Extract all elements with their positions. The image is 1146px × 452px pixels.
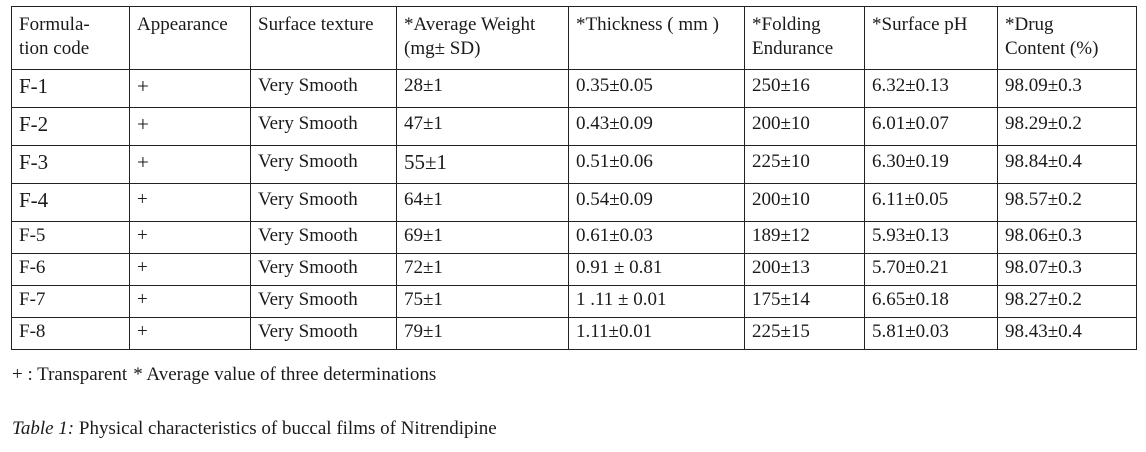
cell-appearance: + [129, 253, 251, 286]
caption-text: Physical characteristics of buccal films… [78, 418, 497, 439]
cell-thickness: 0.54±0.09 [568, 183, 745, 222]
cell-thickness: 0.91 ± 0.81 [568, 253, 745, 286]
cell-formulation-code: F-4 [11, 183, 130, 222]
cell-surface-ph: 5.93±0.13 [864, 221, 998, 254]
cell-appearance: + [129, 285, 251, 318]
cell-surface-texture: Very Smooth [250, 183, 397, 222]
cell-formulation-code: F-6 [11, 253, 130, 286]
header-appearance: Appearance [129, 6, 251, 70]
cell-folding-endurance: 225±10 [744, 145, 865, 184]
cell-average-weight: 69±1 [396, 221, 569, 254]
cell-thickness: 0.51±0.06 [568, 145, 745, 184]
cell-formulation-code: F-7 [11, 285, 130, 318]
cell-folding-endurance: 200±13 [744, 253, 865, 286]
cell-formulation-code: F-1 [11, 69, 130, 108]
cell-appearance: + [129, 145, 251, 184]
cell-folding-endurance: 225±15 [744, 317, 865, 350]
cell-surface-texture: Very Smooth [250, 285, 397, 318]
cell-thickness: 0.43±0.09 [568, 107, 745, 146]
cell-drug-content: 98.06±0.3 [997, 221, 1137, 254]
cell-folding-endurance: 200±10 [744, 107, 865, 146]
header-surface-texture: Surface texture [250, 6, 397, 70]
cell-folding-endurance: 200±10 [744, 183, 865, 222]
cell-surface-texture: Very Smooth [250, 221, 397, 254]
cell-folding-endurance: 175±14 [744, 285, 865, 318]
cell-drug-content: 98.27±0.2 [997, 285, 1137, 318]
caption-label: Table 1: [12, 418, 75, 439]
cell-surface-ph: 5.81±0.03 [864, 317, 998, 350]
cell-average-weight: 28±1 [396, 69, 569, 108]
footnote-average: * Average value of three determinations [133, 364, 437, 385]
cell-surface-texture: Very Smooth [250, 317, 397, 350]
cell-surface-ph: 6.11±0.05 [864, 183, 998, 222]
cell-average-weight: 64±1 [396, 183, 569, 222]
cell-drug-content: 98.29±0.2 [997, 107, 1137, 146]
cell-drug-content: 98.57±0.2 [997, 183, 1137, 222]
cell-thickness: 0.35±0.05 [568, 69, 745, 108]
cell-average-weight: 72±1 [396, 253, 569, 286]
cell-average-weight: 79±1 [396, 317, 569, 350]
cell-average-weight: 55±1 [396, 145, 569, 184]
table-row: F-1 + Very Smooth 28±1 0.35±0.05 250±16 … [11, 69, 1137, 108]
header-row: Formula-tion code Appearance Surface tex… [11, 6, 1137, 70]
cell-drug-content: 98.43±0.4 [997, 317, 1137, 350]
cell-thickness: 0.61±0.03 [568, 221, 745, 254]
table-row: F-3 + Very Smooth 55±1 0.51±0.06 225±10 … [11, 145, 1137, 184]
table-caption: Table 1: Physical characteristics of buc… [12, 418, 497, 440]
table-row: F-6 + Very Smooth 72±1 0.91 ± 0.81 200±1… [11, 253, 1137, 286]
header-thickness: *Thickness ( mm ) [568, 6, 745, 70]
cell-formulation-code: F-3 [11, 145, 130, 184]
cell-average-weight: 75±1 [396, 285, 569, 318]
cell-surface-ph: 6.65±0.18 [864, 285, 998, 318]
cell-surface-ph: 6.30±0.19 [864, 145, 998, 184]
cell-drug-content: 98.09±0.3 [997, 69, 1137, 108]
table-row: F-4 + Very Smooth 64±1 0.54±0.09 200±10 … [11, 183, 1137, 222]
header-average-weight: *Average Weight (mg± SD) [396, 6, 569, 70]
table-footnote: + : Transparent * Average value of three … [12, 364, 436, 386]
header-folding-endurance: *Folding Endurance [744, 6, 865, 70]
cell-surface-texture: Very Smooth [250, 253, 397, 286]
cell-drug-content: 98.84±0.4 [997, 145, 1137, 184]
cell-formulation-code: F-5 [11, 221, 130, 254]
cell-appearance: + [129, 69, 251, 108]
table-row: F-7 + Very Smooth 75±1 1 .11 ± 0.01 175±… [11, 285, 1137, 318]
footnote-transparent: + : Transparent [12, 364, 128, 385]
cell-formulation-code: F-8 [11, 317, 130, 350]
header-surface-ph: *Surface pH [864, 6, 998, 70]
table-row: F-8 + Very Smooth 79±1 1.11±0.01 225±15 … [11, 317, 1137, 350]
cell-drug-content: 98.07±0.3 [997, 253, 1137, 286]
cell-surface-texture: Very Smooth [250, 145, 397, 184]
cell-formulation-code: F-2 [11, 107, 130, 146]
cell-appearance: + [129, 107, 251, 146]
header-formulation-code: Formula-tion code [11, 6, 130, 70]
cell-average-weight: 47±1 [396, 107, 569, 146]
cell-folding-endurance: 189±12 [744, 221, 865, 254]
table-row: F-2 + Very Smooth 47±1 0.43±0.09 200±10 … [11, 107, 1137, 146]
cell-surface-ph: 5.70±0.21 [864, 253, 998, 286]
cell-surface-ph: 6.32±0.13 [864, 69, 998, 108]
cell-surface-texture: Very Smooth [250, 107, 397, 146]
characteristics-table: Formula-tion code Appearance Surface tex… [11, 6, 1137, 350]
cell-thickness: 1 .11 ± 0.01 [568, 285, 745, 318]
cell-appearance: + [129, 183, 251, 222]
cell-thickness: 1.11±0.01 [568, 317, 745, 350]
table-row: F-5 + Very Smooth 69±1 0.61±0.03 189±12 … [11, 221, 1137, 254]
header-drug-content: *Drug Content (%) [997, 6, 1137, 70]
cell-surface-texture: Very Smooth [250, 69, 397, 108]
cell-surface-ph: 6.01±0.07 [864, 107, 998, 146]
cell-folding-endurance: 250±16 [744, 69, 865, 108]
cell-appearance: + [129, 317, 251, 350]
cell-appearance: + [129, 221, 251, 254]
